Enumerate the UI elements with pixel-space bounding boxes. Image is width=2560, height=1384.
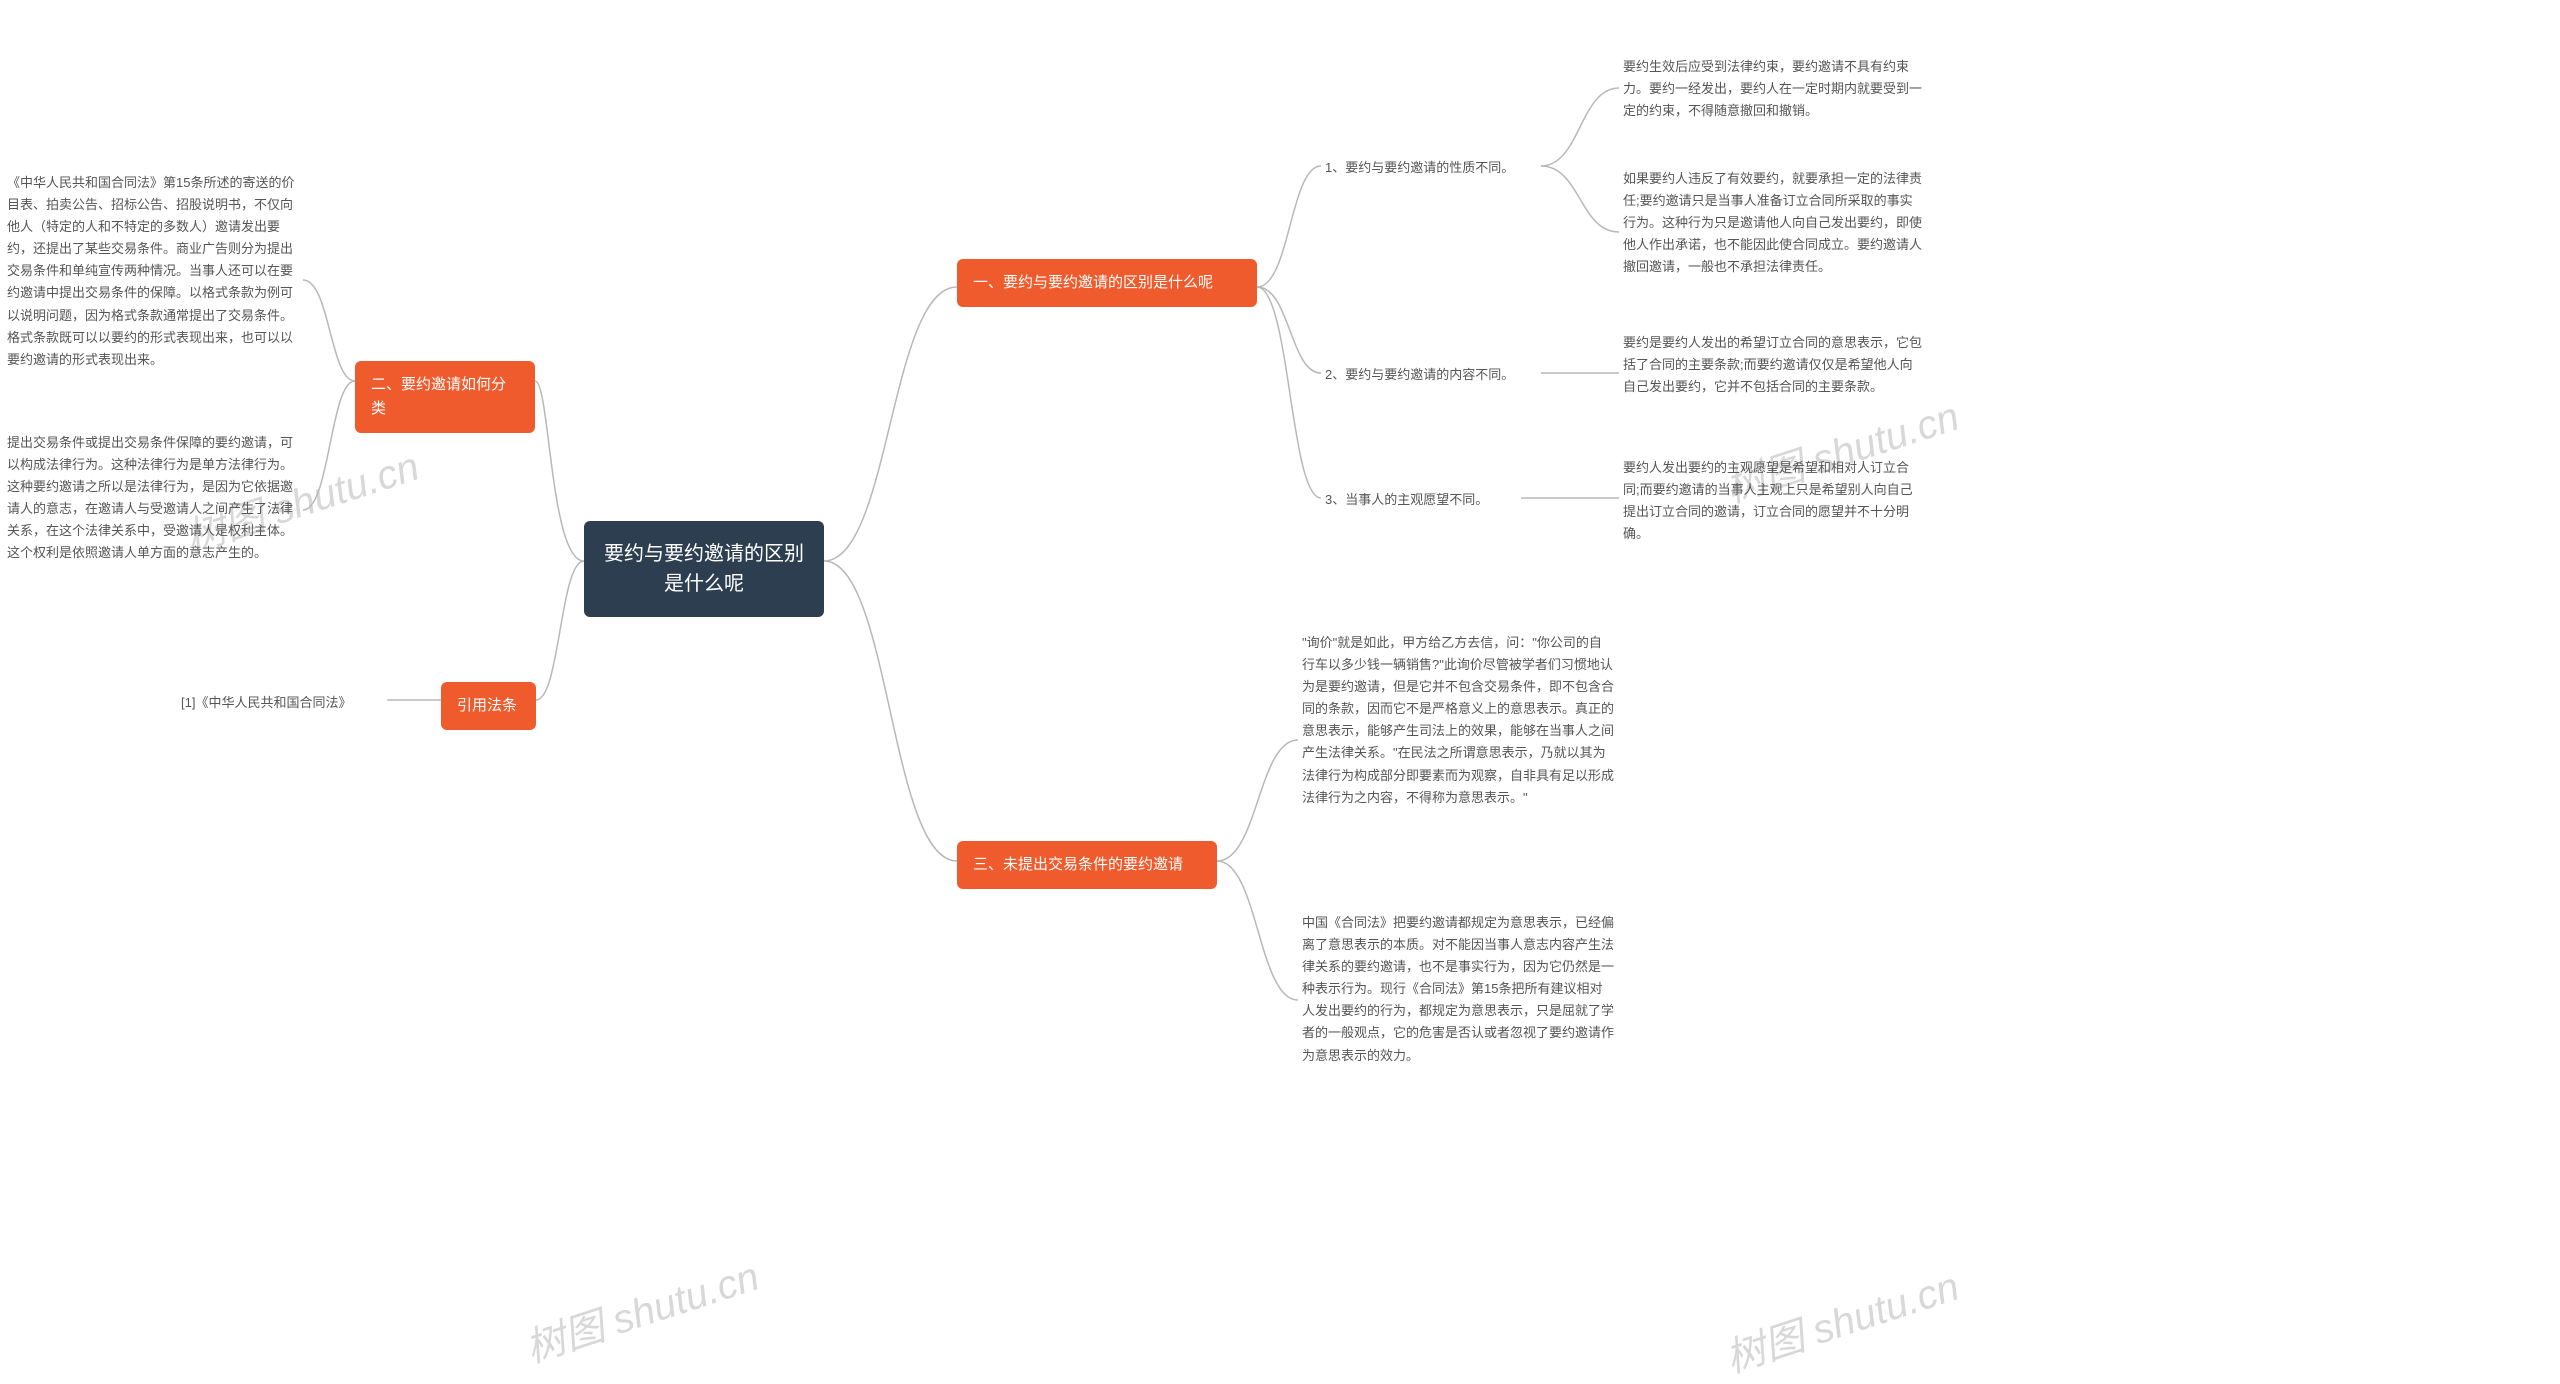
branch-section2: 二、要约邀请如何分类 bbox=[355, 361, 535, 433]
leaf-s3c1: "询价"就是如此，甲方给乙方去信，问："你公司的自行车以多少钱一辆销售?"此询价… bbox=[1298, 630, 1618, 811]
leaf-s1c3a: 要约人发出要约的主观愿望是希望和相对人订立合同;而要约邀请的当事人主观上只是希望… bbox=[1619, 455, 1929, 547]
leaf-s3c2: 中国《合同法》把要约邀请都规定为意思表示，已经偏离了意思表示的本质。对不能因当事… bbox=[1298, 910, 1618, 1069]
branch-section1: 一、要约与要约邀请的区别是什么呢 bbox=[957, 259, 1257, 307]
watermark: 树图 shutu.cn bbox=[517, 1244, 765, 1374]
branch-refs: 引用法条 bbox=[441, 682, 536, 730]
leaf-s1c3: 3、当事人的主观愿望不同。 bbox=[1321, 487, 1521, 513]
leaf-s1c2: 2、要约与要约邀请的内容不同。 bbox=[1321, 362, 1541, 388]
leaf-s1c1a: 要约生效后应受到法律约束，要约邀请不具有约束力。要约一经发出，要约人在一定时期内… bbox=[1619, 54, 1929, 124]
leaf-s1c1: 1、要约与要约邀请的性质不同。 bbox=[1321, 155, 1541, 181]
leaf-s1c1b: 如果要约人违反了有效要约，就要承担一定的法律责任;要约邀请只是当事人准备订立合同… bbox=[1619, 166, 1929, 280]
root-node: 要约与要约邀请的区别是什么呢 bbox=[584, 521, 824, 617]
watermark: 树图 shutu.cn bbox=[1717, 1254, 1965, 1384]
mindmap-connectors bbox=[0, 0, 2560, 1357]
leaf-s1c2a: 要约是要约人发出的希望订立合同的意思表示，它包括了合同的主要条款;而要约邀请仅仅… bbox=[1619, 330, 1929, 400]
leaf-s2c1: 《中华人民共和国合同法》第15条所述的寄送的价目表、拍卖公告、招标公告、招股说明… bbox=[3, 170, 303, 373]
branch-section3: 三、未提出交易条件的要约邀请 bbox=[957, 841, 1217, 889]
leaf-s2c2: 提出交易条件或提出交易条件保障的要约邀请，可以构成法律行为。这种法律行为是单方法… bbox=[3, 430, 303, 567]
leaf-r1: [1]《中华人民共和国合同法》 bbox=[177, 690, 387, 716]
